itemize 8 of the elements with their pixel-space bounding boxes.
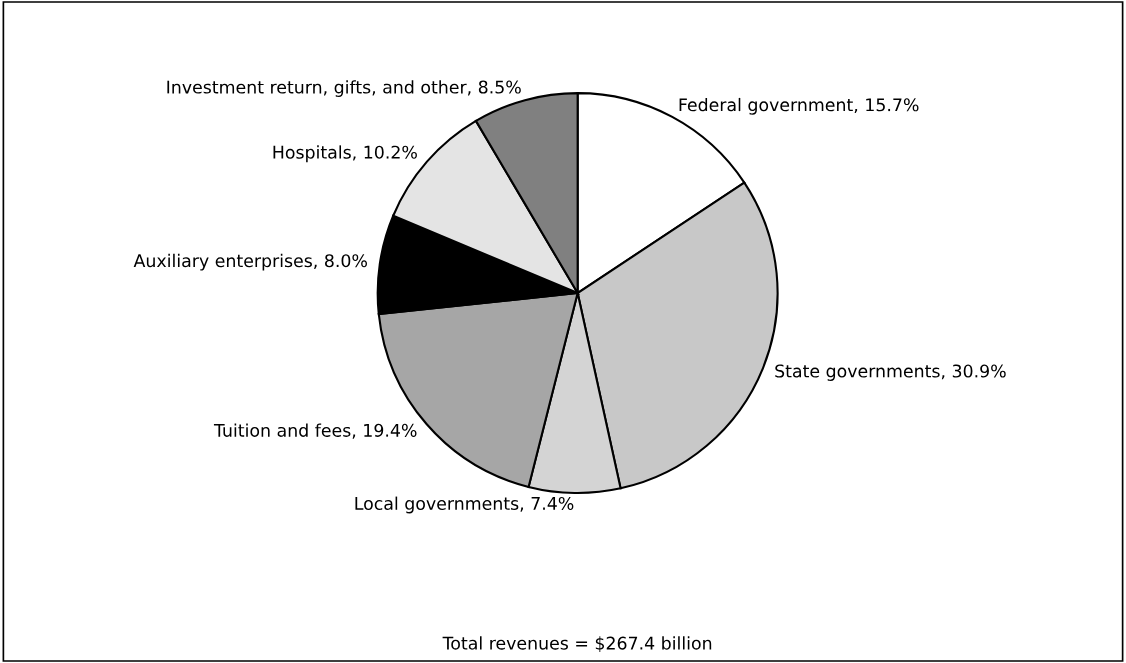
- slice-label: Auxiliary enterprises, 8.0%: [133, 253, 367, 271]
- slice-label: Local governments, 7.4%: [355, 496, 574, 514]
- slice-label: Hospitals, 10.2%: [273, 145, 417, 163]
- text: Total revenues = $267.4 billion: [442, 636, 712, 652]
- slice-label: Tuition and fees, 19.4%: [213, 423, 417, 439]
- slice-label: Federal government, 15.7%: [679, 97, 919, 115]
- slice-label: State governments, 30.9%: [775, 364, 1006, 381]
- slice-label: Investment return, gifts, and other, 8.5%: [167, 80, 521, 97]
